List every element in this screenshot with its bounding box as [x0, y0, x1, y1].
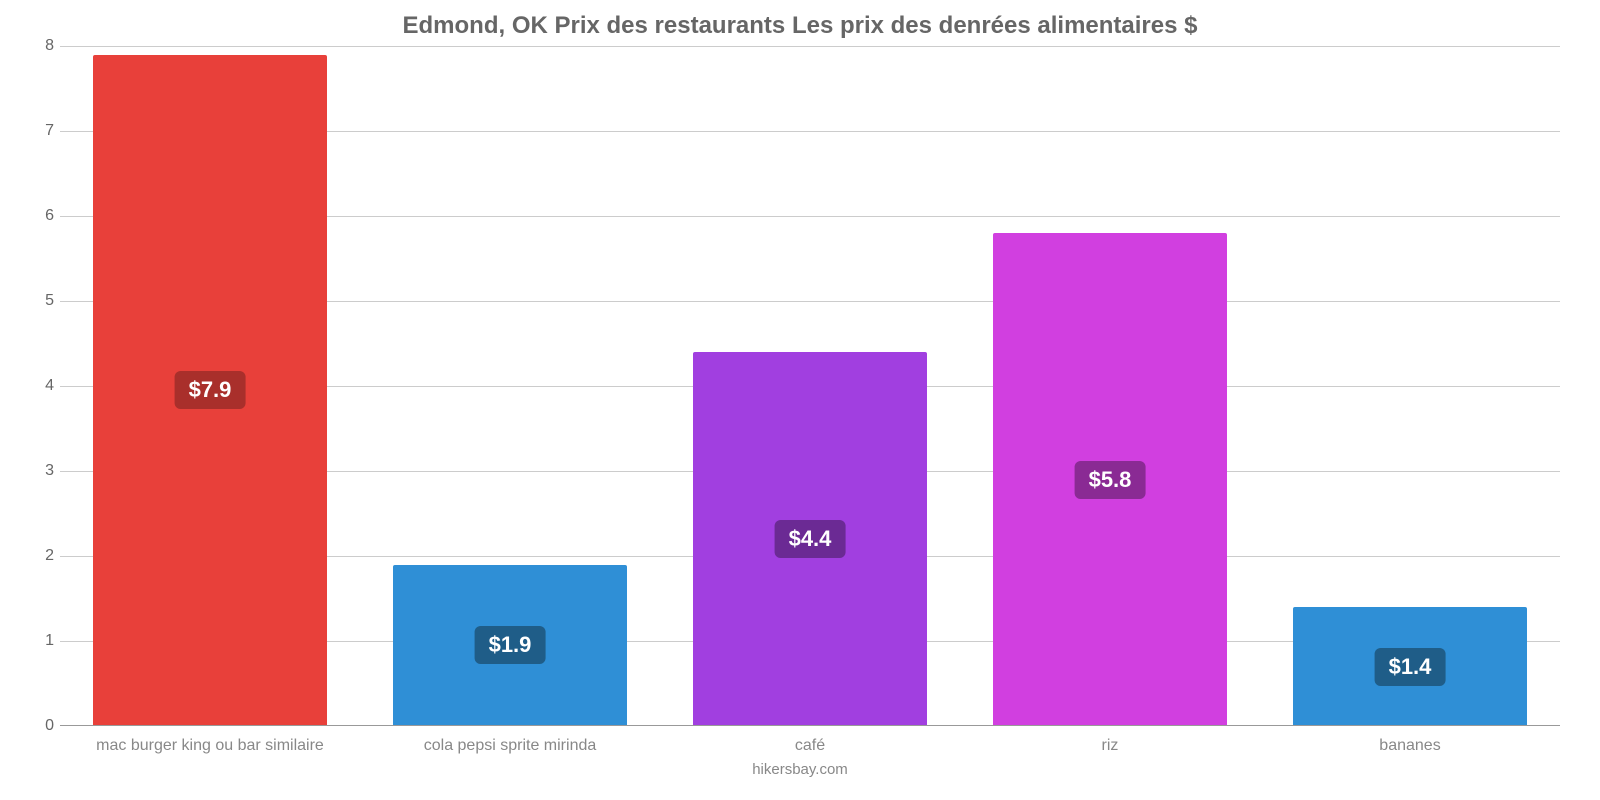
bar: $1.9 [393, 565, 627, 727]
bar-value-label: $5.8 [1075, 461, 1146, 499]
source-label: hikersbay.com [20, 761, 1580, 778]
chart-container: Edmond, OK Prix des restaurants Les prix… [0, 0, 1600, 800]
x-tick: riz [960, 726, 1260, 755]
x-tick: bananes [1260, 726, 1560, 755]
y-tick: 7 [20, 122, 60, 140]
y-tick: 4 [20, 377, 60, 395]
bar-value-label: $7.9 [175, 371, 246, 409]
baseline [60, 725, 1560, 726]
bar-slot: $1.4 [1260, 46, 1560, 726]
bars-group: $7.9 $1.9 $4.4 $5.8 $1.4 [60, 46, 1560, 726]
bar-value-label: $4.4 [775, 520, 846, 558]
y-tick: 5 [20, 292, 60, 310]
bar: $5.8 [993, 233, 1227, 726]
bar-slot: $5.8 [960, 46, 1260, 726]
y-tick: 8 [20, 37, 60, 55]
x-axis: mac burger king ou bar similairecola pep… [60, 726, 1560, 755]
bar-slot: $1.9 [360, 46, 660, 726]
y-tick: 0 [20, 717, 60, 735]
chart-title: Edmond, OK Prix des restaurants Les prix… [20, 12, 1580, 40]
y-tick: 2 [20, 547, 60, 565]
bar: $7.9 [93, 55, 327, 727]
bar-value-label: $1.4 [1375, 648, 1446, 686]
plot-area: 012345678 $7.9$1.9$4.4$5.8$1.4 [60, 46, 1560, 726]
y-tick: 6 [20, 207, 60, 225]
y-tick: 1 [20, 632, 60, 650]
bar: $4.4 [693, 352, 927, 726]
y-tick: 3 [20, 462, 60, 480]
bar-value-label: $1.9 [475, 626, 546, 664]
y-axis: 012345678 [20, 46, 60, 726]
bar: $1.4 [1293, 607, 1527, 726]
x-tick: café [660, 726, 960, 755]
x-tick: cola pepsi sprite mirinda [360, 726, 660, 755]
x-tick: mac burger king ou bar similaire [60, 726, 360, 755]
bar-slot: $7.9 [60, 46, 360, 726]
bar-slot: $4.4 [660, 46, 960, 726]
